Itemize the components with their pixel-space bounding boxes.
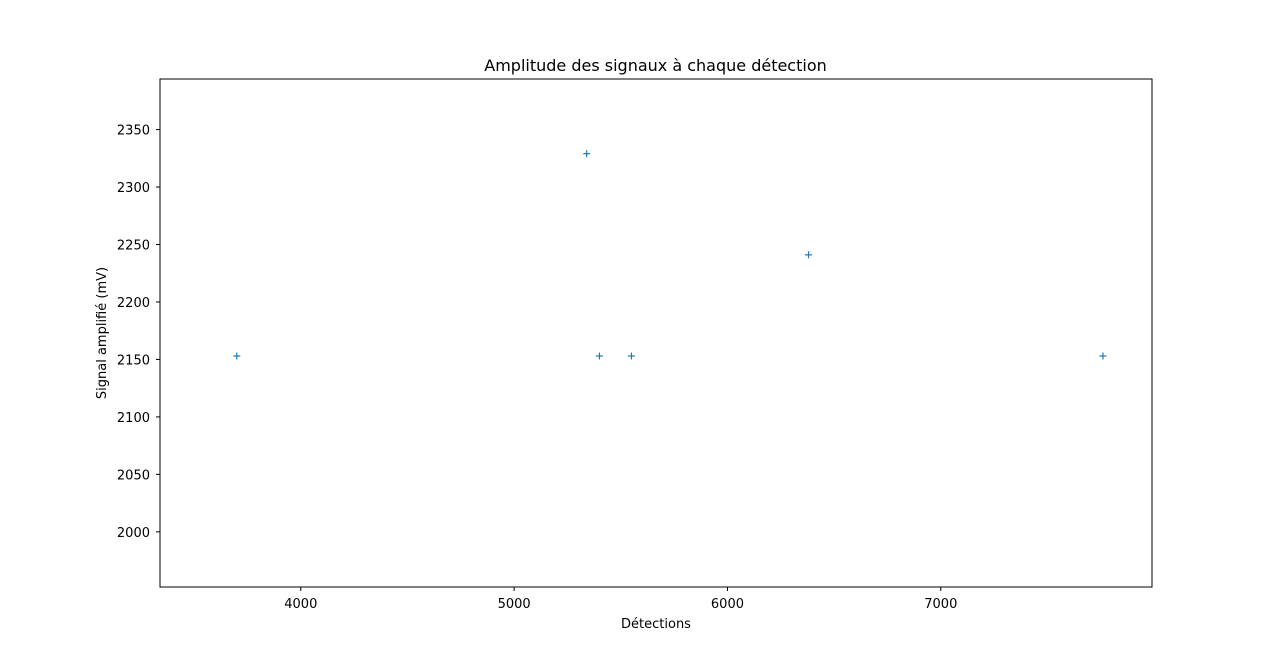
y-tick-label: 2050: [117, 468, 150, 483]
y-tick-label: 2300: [117, 181, 150, 196]
data-point: [233, 352, 241, 360]
data-point: [805, 251, 813, 259]
x-axis-label: Détections: [621, 617, 691, 632]
data-point: [583, 150, 591, 158]
data-point: [627, 352, 635, 360]
x-tick-label: 4000: [284, 597, 317, 612]
data-point: [1099, 352, 1107, 360]
data-points: [233, 150, 1107, 360]
y-axis-label: Signal amplifié (mV): [95, 267, 110, 399]
chart-title: Amplitude des signaux à chaque détection: [484, 56, 827, 75]
x-tick-label: 5000: [498, 597, 531, 612]
y-tick-label: 2250: [117, 239, 150, 254]
y-tick-label: 2350: [117, 124, 150, 139]
plot-frame: [159, 78, 1153, 588]
x-tick-label: 6000: [711, 597, 744, 612]
y-tick-label: 2100: [117, 411, 150, 426]
x-axis: 4000 5000 6000 7000: [284, 587, 957, 612]
y-tick-label: 2200: [117, 296, 150, 311]
x-tick-label: 7000: [924, 597, 957, 612]
y-tick-label: 2000: [117, 526, 150, 541]
y-axis: 2000 2050 2100 2150 2200 2250 2300 2350: [117, 124, 160, 541]
data-point: [595, 352, 603, 360]
y-tick-label: 2150: [117, 353, 150, 368]
